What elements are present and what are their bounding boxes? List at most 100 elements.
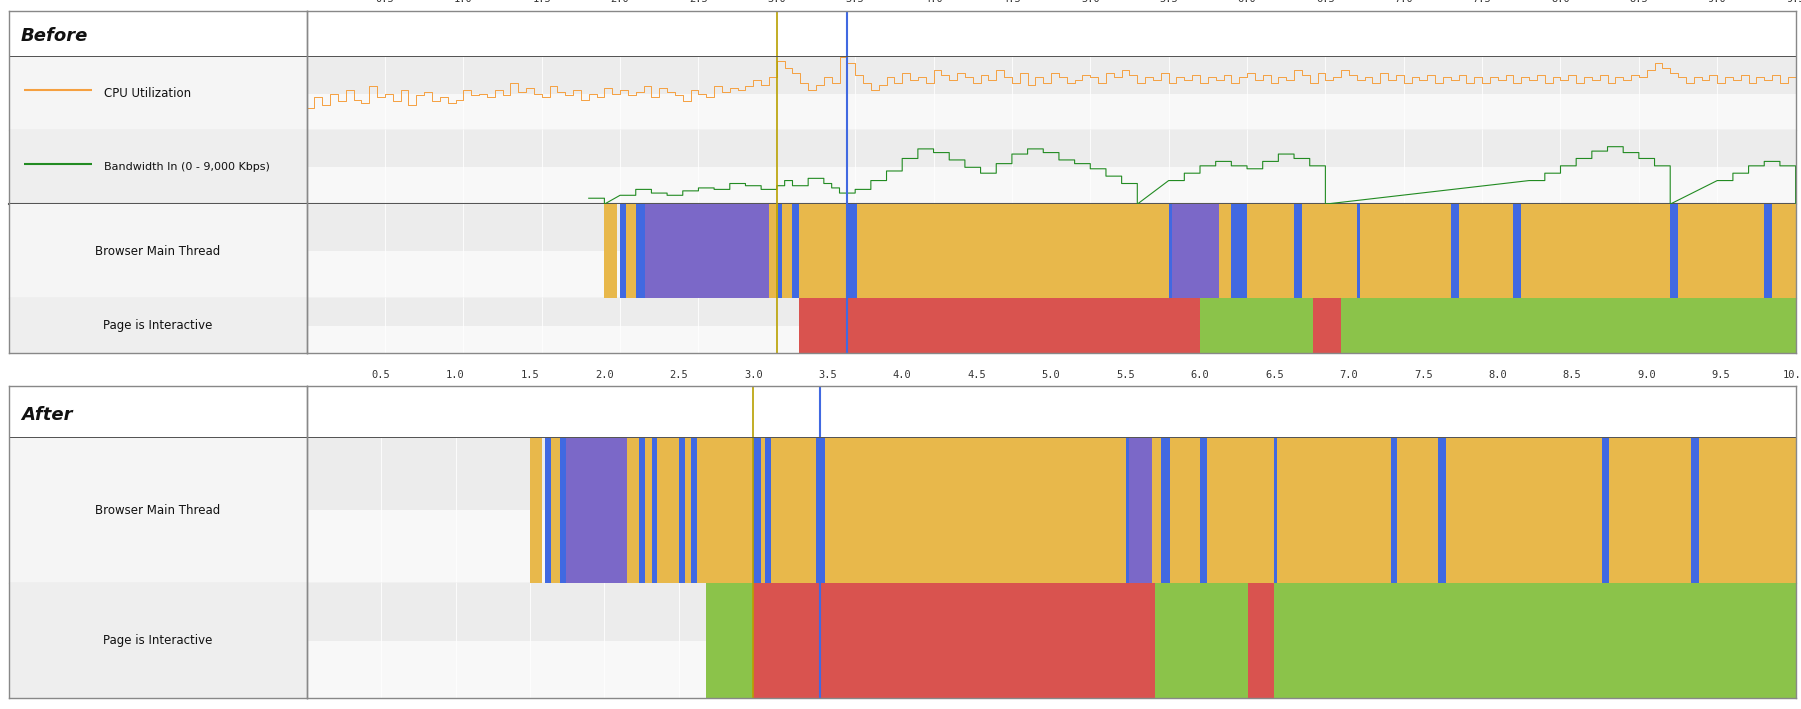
- Bar: [1138, 438, 1153, 583]
- Bar: [1295, 204, 1302, 298]
- Bar: [1698, 438, 1765, 583]
- Bar: [1670, 204, 1679, 298]
- Bar: [1248, 583, 1275, 698]
- Bar: [529, 438, 542, 583]
- Bar: [1551, 438, 1603, 583]
- Bar: [620, 204, 627, 298]
- Bar: [546, 438, 551, 583]
- Bar: [1275, 583, 1796, 698]
- Bar: [589, 438, 627, 583]
- Bar: [1513, 204, 1522, 298]
- Bar: [706, 438, 765, 583]
- Bar: [645, 438, 652, 583]
- Bar: [1275, 438, 1277, 583]
- Bar: [809, 204, 1099, 298]
- Bar: [306, 325, 1796, 353]
- Bar: [1610, 438, 1646, 583]
- Bar: [1169, 204, 1172, 298]
- Bar: [1765, 438, 1796, 583]
- Bar: [1498, 438, 1551, 583]
- Bar: [778, 204, 782, 298]
- Bar: [1396, 438, 1439, 583]
- Text: CPU Utilization: CPU Utilization: [104, 87, 191, 100]
- Bar: [846, 204, 857, 298]
- Bar: [1153, 438, 1162, 583]
- Bar: [1360, 204, 1407, 298]
- Bar: [551, 438, 560, 583]
- Bar: [760, 438, 765, 583]
- Bar: [306, 57, 1796, 94]
- Bar: [306, 510, 1796, 583]
- Bar: [1059, 583, 1126, 698]
- Bar: [816, 438, 825, 583]
- Bar: [306, 438, 1796, 510]
- Bar: [639, 438, 645, 583]
- Bar: [1765, 204, 1772, 298]
- Bar: [1099, 204, 1169, 298]
- Bar: [1390, 438, 1396, 583]
- Bar: [1106, 298, 1199, 353]
- Bar: [306, 298, 1796, 325]
- Bar: [306, 583, 1796, 641]
- Bar: [1679, 204, 1716, 298]
- Bar: [306, 167, 1796, 204]
- Bar: [1459, 204, 1513, 298]
- Bar: [683, 204, 769, 298]
- Bar: [1560, 204, 1615, 298]
- Bar: [1199, 438, 1207, 583]
- Bar: [652, 438, 657, 583]
- Bar: [1207, 438, 1275, 583]
- Bar: [765, 438, 771, 583]
- Bar: [1407, 204, 1452, 298]
- Bar: [1349, 438, 1390, 583]
- Bar: [692, 438, 697, 583]
- Bar: [782, 204, 792, 298]
- Bar: [1185, 204, 1219, 298]
- Bar: [1356, 204, 1360, 298]
- Bar: [771, 438, 780, 583]
- Bar: [780, 438, 1059, 583]
- Bar: [1313, 298, 1342, 353]
- Bar: [1246, 204, 1295, 298]
- Bar: [306, 204, 1796, 251]
- Bar: [800, 298, 1106, 353]
- Bar: [1646, 438, 1691, 583]
- Bar: [1615, 204, 1670, 298]
- Bar: [1716, 204, 1765, 298]
- Bar: [306, 641, 1796, 698]
- Bar: [645, 204, 683, 298]
- Bar: [627, 204, 636, 298]
- Text: Page is Interactive: Page is Interactive: [103, 319, 213, 333]
- Bar: [780, 583, 1059, 698]
- Bar: [1199, 298, 1313, 353]
- Bar: [1129, 438, 1138, 583]
- Text: Browser Main Thread: Browser Main Thread: [95, 245, 220, 257]
- Bar: [1772, 204, 1796, 298]
- Bar: [657, 438, 679, 583]
- Bar: [1603, 438, 1610, 583]
- Bar: [306, 130, 1796, 167]
- Bar: [636, 204, 645, 298]
- Bar: [1446, 438, 1498, 583]
- Bar: [1439, 438, 1446, 583]
- Text: Browser Main Thread: Browser Main Thread: [95, 504, 220, 517]
- Bar: [697, 438, 706, 583]
- Bar: [684, 438, 692, 583]
- Text: Bandwidth In (0 - 9,000 Kbps): Bandwidth In (0 - 9,000 Kbps): [104, 162, 270, 172]
- Bar: [627, 438, 639, 583]
- Bar: [679, 438, 684, 583]
- Bar: [1162, 438, 1171, 583]
- Bar: [1059, 438, 1126, 583]
- Bar: [1302, 204, 1356, 298]
- Bar: [560, 438, 566, 583]
- Bar: [306, 94, 1796, 130]
- Bar: [1126, 438, 1129, 583]
- Bar: [769, 204, 778, 298]
- Bar: [1232, 204, 1246, 298]
- Text: Page is Interactive: Page is Interactive: [103, 634, 213, 647]
- Bar: [706, 583, 753, 698]
- Bar: [1219, 204, 1232, 298]
- Bar: [1172, 204, 1185, 298]
- Text: Before: Before: [22, 27, 88, 45]
- Bar: [1522, 204, 1560, 298]
